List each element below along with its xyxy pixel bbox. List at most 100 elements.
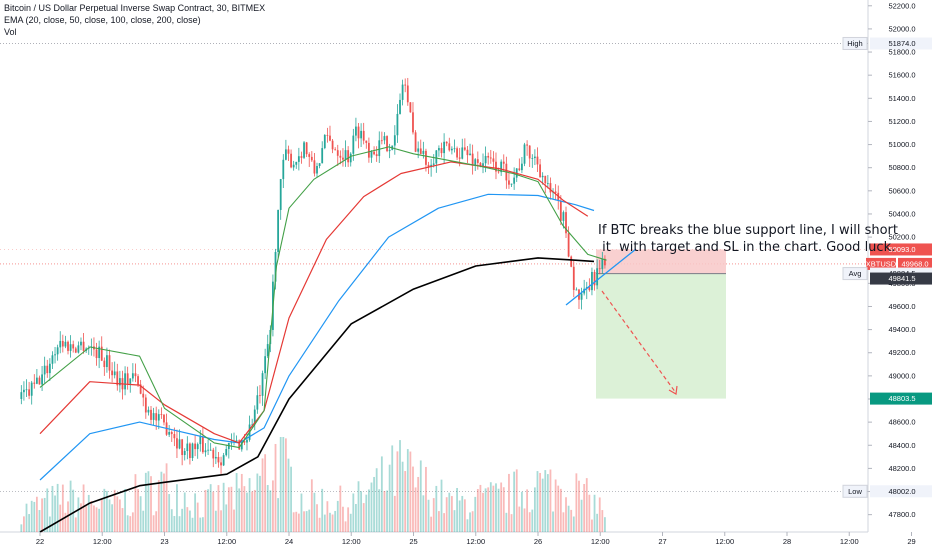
candle-body (598, 268, 601, 270)
volume-bar (596, 513, 599, 532)
volume-bar (51, 485, 54, 532)
candle-body (580, 293, 583, 300)
price-axis[interactable]: 52200.0 52000.0 51800.0 51600.0 51400.0 51200… (842, 1, 932, 519)
candle-body (259, 395, 261, 397)
last-price-badge: 49968.0 (901, 259, 928, 268)
volume-bar (116, 496, 119, 532)
candle-body (339, 155, 342, 158)
candle-body (329, 135, 331, 141)
volume-bar (183, 492, 186, 532)
candle-body (209, 449, 212, 451)
candle-body (157, 414, 160, 421)
volume-legend[interactable]: Vol (4, 27, 17, 37)
candle-body (160, 414, 163, 415)
candle-body (482, 163, 484, 167)
time-axis[interactable]: 22 12:00 23 12:00 24 12:00 25 12:00 26 12:00 27 12:… (36, 532, 916, 546)
volume-bar (259, 475, 261, 532)
volume-bar (378, 489, 381, 532)
price-tick-label: 49600.0 (888, 302, 915, 311)
volume-bar (272, 480, 274, 532)
volume-bar (484, 488, 487, 532)
candle-body (500, 161, 503, 173)
volume-bar (253, 489, 256, 532)
volume-bar (305, 511, 308, 532)
candle-body (191, 443, 194, 459)
volume-bar (531, 509, 534, 532)
grid-lines (0, 0, 869, 533)
stop-loss-badge-box (870, 243, 932, 256)
candle-body (440, 148, 443, 154)
candle-body (393, 135, 396, 146)
volume-bar (269, 490, 272, 532)
candle-body (406, 85, 409, 103)
candle-body (484, 155, 487, 164)
candle-body (274, 252, 277, 282)
candle-body (25, 389, 28, 391)
volume-bar (349, 513, 352, 532)
candle-body (373, 151, 375, 155)
volume-bar (508, 473, 510, 532)
candle-body (536, 156, 539, 165)
volume-bar (137, 489, 139, 532)
candle-body (448, 143, 451, 151)
volume-bar (204, 489, 207, 532)
volume-bar (277, 498, 280, 532)
projection-arrow-head (668, 385, 678, 395)
candle-body (186, 443, 189, 451)
price-tick-label: 52200.0 (888, 1, 915, 10)
volume-bar (194, 493, 197, 532)
volume-bar (111, 504, 114, 532)
candle-body (118, 378, 121, 386)
candle-body (51, 355, 54, 364)
volume-bar (334, 510, 337, 532)
volume-bar (336, 500, 339, 532)
price-tick-label: 49000.0 (888, 371, 915, 380)
candle-body (461, 147, 464, 159)
time-tick-label: 28 (783, 537, 791, 546)
candle-body (549, 183, 552, 193)
trend-drawings[interactable] (565, 248, 678, 395)
volume-bar (217, 485, 220, 532)
candle-body (72, 344, 75, 349)
candle-body (199, 436, 202, 445)
volume-bar (526, 489, 529, 532)
ref-value: 51874.0 (888, 39, 915, 48)
volume-bar (238, 488, 241, 532)
volume-bar (430, 516, 433, 532)
volume-bar (502, 487, 505, 532)
candle-body (591, 271, 593, 291)
candle-body (284, 149, 287, 160)
volume-bar (318, 517, 321, 532)
volume-bar (406, 449, 409, 532)
volume-bar (67, 501, 69, 532)
volume-bar (23, 516, 25, 532)
ref-label-box (842, 36, 868, 50)
candle-body (336, 150, 339, 156)
volume-bar (142, 510, 145, 532)
trade-idea-note: If BTC breaks the blue support line, I w… (598, 223, 899, 255)
volume-bar (316, 504, 318, 532)
candle-body (290, 153, 292, 168)
volume-bar (48, 516, 51, 532)
candle-body (575, 289, 578, 291)
candle-body (362, 130, 365, 141)
volume-bar (121, 508, 124, 532)
volume-bar (329, 512, 331, 532)
time-tick-label: 12:00 (217, 537, 236, 546)
time-tick-label: 26 (534, 537, 542, 546)
time-tick-label: 23 (160, 537, 168, 546)
volume-bar (43, 497, 46, 532)
candle-body (204, 450, 207, 453)
candles (20, 77, 606, 474)
volume-bar (152, 515, 155, 532)
volume-bar (482, 492, 484, 532)
ema-legend[interactable]: EMA (20, close, 50, close, 100, close, 2… (4, 15, 201, 25)
candle-body (310, 156, 313, 161)
volume-bar (207, 489, 209, 532)
candle-body (518, 168, 521, 171)
candle-body (450, 148, 453, 151)
volume-bar (279, 437, 282, 532)
candle-body (194, 443, 197, 450)
candle-body (30, 382, 33, 396)
